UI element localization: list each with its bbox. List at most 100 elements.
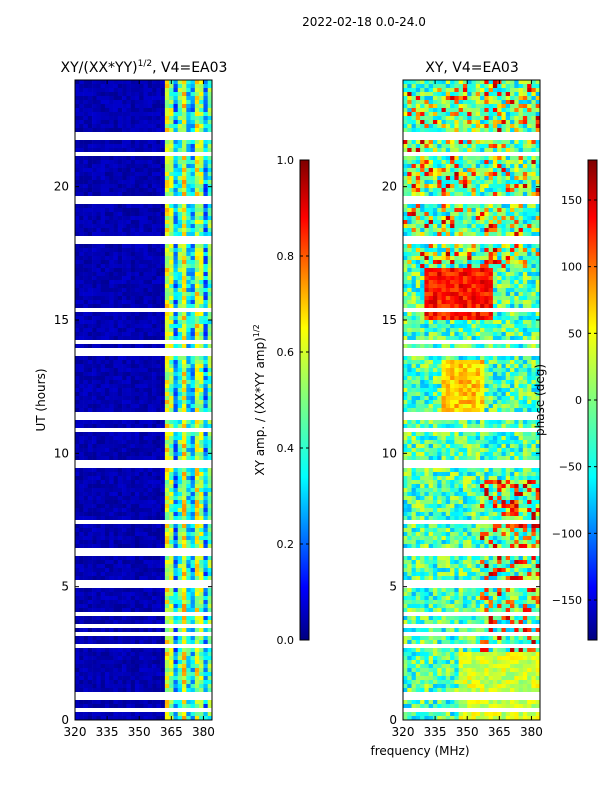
heat-amp-cell [139,536,144,541]
heat-amp-cell [122,428,127,433]
heat-amp-cell [186,416,191,421]
heat-amp-cell [75,580,80,585]
heat-amp-cell [207,356,213,361]
heat-amp-cell [182,80,187,85]
heat-amp-cell [139,184,144,189]
heat-amp-cell [104,84,110,89]
heat-amp-cell [169,208,174,213]
heat-amp-cell [100,224,106,229]
heat-amp-cell [186,596,191,601]
heat-amp-cell [194,80,200,85]
heat-amp-cell [169,644,174,649]
heat-amp-cell [199,388,204,393]
heat-amp-cell [143,432,149,437]
heat-amp-cell [113,172,119,177]
heat-amp-cell [156,116,161,121]
heat-amp-cell [100,412,106,417]
heat-amp-cell [96,432,101,437]
heat-amp-cell [160,332,166,337]
heat-amp-cell [122,184,127,189]
heat-amp-cell [134,600,140,605]
heat-amp-cell [190,92,196,97]
heat-amp-cell [92,176,97,181]
heat-amp-cell [113,316,119,321]
heat-amp-cell [160,452,166,457]
heat-amp-cell [182,572,187,577]
heat-amp-cell [139,456,144,461]
heat-amp-cell [147,668,153,673]
heat-amp-cell [79,544,84,549]
heat-amp-cell [117,212,123,217]
heat-amp-cell [169,92,174,97]
heat-amp-cell [143,292,149,297]
heat-amp-cell [104,472,110,477]
heat-amp-cell [130,228,136,233]
heat-amp-cell [75,460,80,465]
heat-amp-cell [87,400,93,405]
heat-amp-cell [190,620,196,625]
heat-amp-cell [104,600,110,605]
heat-amp-cell [134,484,140,489]
heat-amp-cell [92,540,97,545]
heat-amp-cell [122,484,127,489]
heat-amp-cell [177,404,183,409]
heat-amp-cell [177,580,183,585]
heat-amp-cell [87,92,93,97]
heat-amp-cell [113,356,119,361]
heat-amp-cell [207,168,213,173]
heat-amp-cell [100,460,106,465]
heat-amp-cell [100,200,106,205]
heat-amp-cell [130,696,136,701]
heat-amp-cell [160,220,166,225]
heat-amp-cell [152,372,157,377]
heat-amp-cell [117,340,123,345]
heat-amp-cell [160,444,166,449]
heat-amp-cell [134,416,140,421]
heat-amp-cell [160,388,166,393]
heat-amp-cell [173,580,179,585]
heat-amp-cell [75,248,80,253]
heat-amp-cell [160,648,166,653]
heat-amp-cell [83,624,89,629]
heat-amp-cell [182,148,187,153]
heat-amp-cell [126,440,131,445]
heat-amp-cell [75,652,80,657]
heat-amp-cell [182,672,187,677]
heat-amp-cell [186,172,191,177]
heat-amp-cell [122,688,127,693]
amp-title-sup: 1/2 [138,59,152,69]
heat-amp-cell [203,648,209,653]
heat-amp-cell [104,392,110,397]
heat-amp-cell [203,116,209,121]
heat-amp-cell [134,320,140,325]
heat-amp-cell [173,312,179,317]
heat-amp-cell [100,700,106,705]
heat-amp-cell [122,464,127,469]
heat-amp-cell [96,680,101,685]
heat-amp-cell [139,172,144,177]
heat-amp-cell [117,412,123,417]
heat-amp-cell [169,84,174,89]
heat-amp-cell [79,644,84,649]
heat-amp-cell [156,164,161,169]
heat-amp-cell [75,672,80,677]
heat-amp-cell [134,676,140,681]
heat-amp-cell [130,612,136,617]
heat-amp-cell [96,296,101,301]
heat-amp-cell [147,260,153,265]
heat-amp-cell [203,356,209,361]
heat-amp-cell [207,80,213,85]
heat-amp-cell [113,208,119,213]
heat-amp-cell [79,332,84,337]
heat-amp-cell [96,404,101,409]
heat-amp-cell [92,592,97,597]
heat-amp-cell [190,400,196,405]
heat-amp-cell [87,540,93,545]
heat-amp-cell [147,364,153,369]
heat-amp-cell [130,360,136,365]
heat-amp-cell [182,588,187,593]
heat-amp-cell [164,676,170,681]
heat-amp-cell [83,664,89,669]
heat-amp-cell [139,208,144,213]
heat-amp-cell [75,156,80,161]
